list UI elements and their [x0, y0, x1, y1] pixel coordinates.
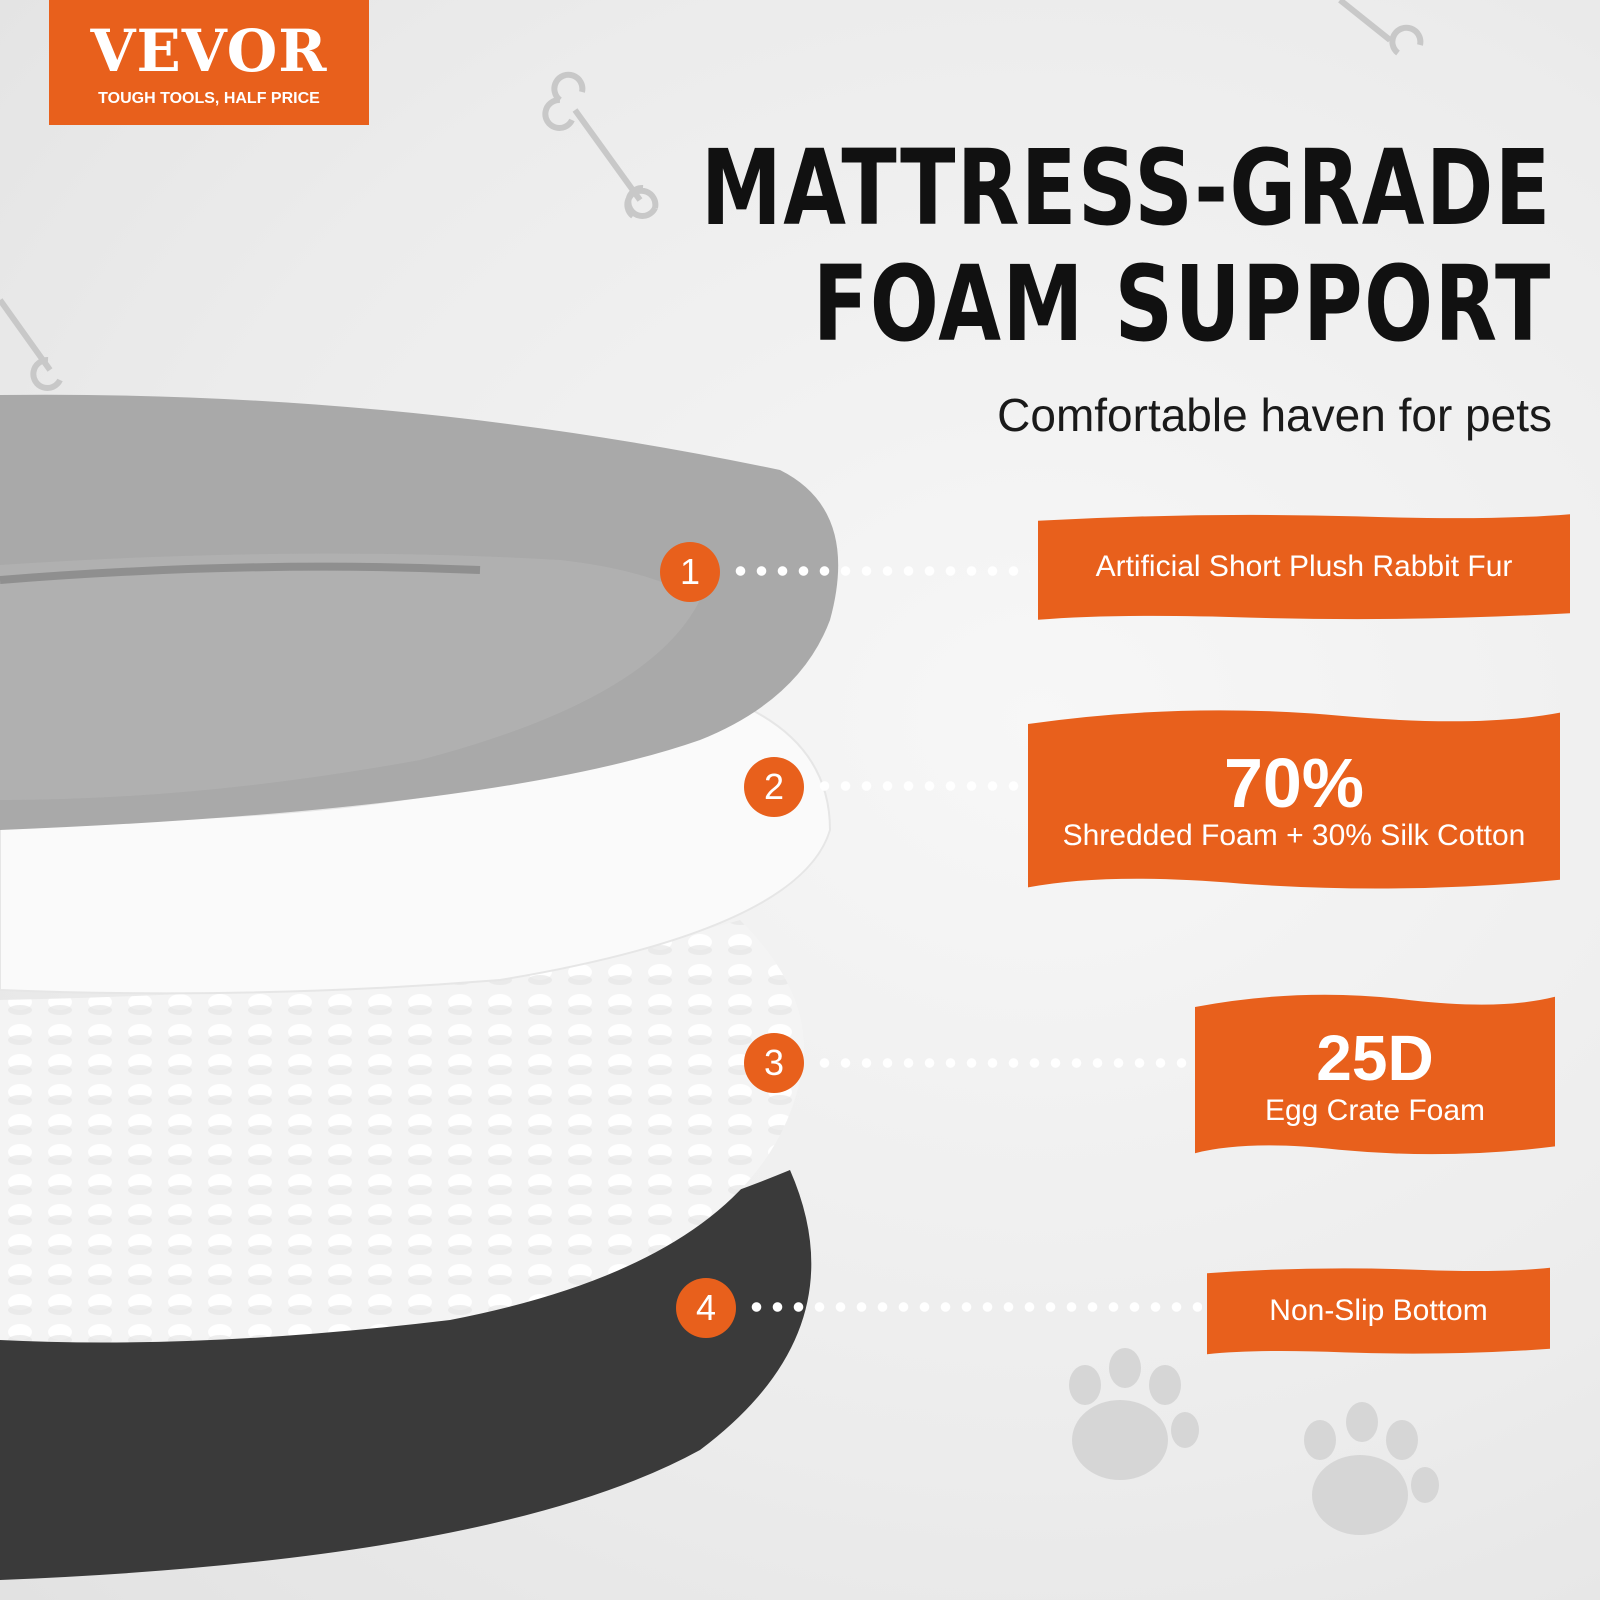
layer-3-number: 3	[744, 1033, 804, 1093]
layer-3-banner: 25D Egg Crate Foam	[1195, 990, 1555, 1160]
layer-2-label: Shredded Foam + 30% Silk Cotton	[1062, 819, 1526, 852]
layer-2-number: 2	[744, 757, 804, 817]
layer-3-highlight: 25D	[1316, 1022, 1434, 1094]
layer-4-banner: Non-Slip Bottom	[1207, 1266, 1550, 1356]
logo-tagline: TOUGH TOOLS, HALF PRICE	[98, 90, 320, 107]
layer-2-banner: 70% Shredded Foam + 30% Silk Cotton	[1028, 705, 1560, 895]
layer-1-number: 1	[660, 542, 720, 602]
logo-brand: VEVOR	[90, 17, 328, 85]
headline: MATTRESS-GRADE FOAM SUPPORT	[701, 130, 1552, 362]
subtitle: Comfortable haven for pets	[997, 389, 1552, 441]
layer-1-label: Artificial Short Plush Rabbit Fur	[1095, 550, 1513, 583]
layer-4-connector	[746, 1302, 1202, 1312]
layer-1-banner: Artificial Short Plush Rabbit Fur	[1038, 512, 1570, 622]
layer-4-label: Non-Slip Bottom	[1269, 1294, 1488, 1327]
layer-3-connector	[814, 1058, 1194, 1068]
bone-icon	[0, 0, 1424, 391]
layer-2-connector	[814, 781, 1026, 791]
layer-3-label: Egg Crate Foam	[1264, 1094, 1486, 1127]
layer-2-highlight: 70%	[1223, 744, 1365, 822]
layer-4-number: 4	[676, 1278, 736, 1338]
paw-icon	[1069, 1348, 1439, 1535]
egg-crate-foam-layer	[0, 920, 804, 1343]
headline-line-1: MATTRESS-GRADE	[701, 127, 1552, 249]
headline-line-2: FOAM SUPPORT	[813, 243, 1552, 365]
layer-1-connector	[730, 566, 1030, 576]
vevor-logo: VEVOR TOUGH TOOLS, HALF PRICE	[49, 0, 369, 125]
